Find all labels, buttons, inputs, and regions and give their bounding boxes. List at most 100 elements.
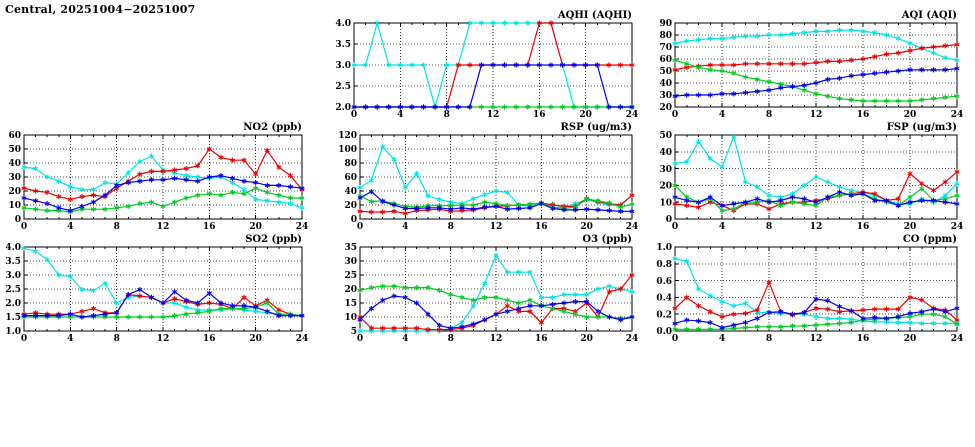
x-tick-label: 0 [357,222,363,232]
chart-panel-rsp: RSP (ug/m3) 0 20 40 60 80 100 120 0 4 8 12 16 20 24 [330,122,640,234]
x-tick-label: 0 [672,222,678,232]
x-tick-label: 24 [626,110,639,120]
y-tick-label: 3.0 [335,61,351,71]
y-tick-label: 20 [659,103,672,113]
x-tick-label: 4 [402,334,408,344]
y-tick-label: 1.0 [5,327,21,337]
y-tick-label: 60 [8,131,21,141]
chart-title-o3: O3 (ppb) [582,234,632,245]
x-tick-label: 24 [951,110,964,120]
x-tick-label: 20 [580,334,593,344]
y-tick-label: 1.5 [5,313,21,323]
x-tick-label: 20 [580,222,593,232]
y-tick-label: 70 [659,43,672,53]
series-blue [357,189,635,214]
x-tick-label: 20 [249,334,262,344]
x-tick-label: 20 [904,110,917,120]
y-tick-label: 4.0 [5,243,21,253]
x-tick-label: 16 [857,110,870,120]
x-tick-label: 16 [203,334,216,344]
y-tick-label: 0.8 [656,260,672,270]
series-cyan [672,27,960,63]
x-tick-label: 0 [357,334,363,344]
series-blue [672,66,960,99]
y-tick-label: 80 [659,31,672,41]
y-tick-label: 40 [659,79,672,89]
y-tick-label: 0.2 [656,310,672,320]
x-tick-label: 16 [533,110,546,120]
x-tick-label: 12 [157,222,170,232]
x-tick-label: 24 [951,222,964,232]
y-tick-label: 3.0 [5,271,21,281]
x-tick-label: 4 [67,334,73,344]
chart-title-no2: NO2 (ppb) [243,122,302,133]
y-tick-label: 10 [659,198,672,208]
x-tick-label: 4 [402,222,408,232]
x-tick-label: 12 [490,334,503,344]
x-tick-label: 0 [21,222,27,232]
series-blue [672,296,960,331]
x-tick-label: 4 [719,222,725,232]
y-tick-label: 90 [659,19,672,29]
chart-panel-o3: O3 (ppb) 5 10 15 20 25 30 35 0 4 8 12 16 20 24 [330,234,640,346]
series-red [357,272,635,333]
chart-title-fsp: FSP (ug/m3) [886,122,957,133]
x-tick-label: 8 [766,334,772,344]
y-tick-label: 30 [659,91,672,101]
x-tick-label: 12 [490,222,503,232]
y-tick-label: 100 [338,145,357,155]
y-tick-label: 10 [344,313,357,323]
chart-svg-so2: 1.0 1.5 2.0 2.5 3.0 3.5 4.0 0 4 8 12 16 20 24 [5,243,309,344]
chart-svg-aqhi: 2.0 2.5 3.0 3.5 4.0 0 4 8 12 16 20 24 [335,19,639,120]
chart-title-aqhi: AQHI (AQHI) [557,10,632,21]
x-tick-label: 4 [67,222,73,232]
y-tick-label: 50 [659,131,672,141]
y-tick-label: 3.5 [5,257,21,267]
chart-svg-fsp: 0 10 20 30 40 50 0 4 8 12 16 20 24 [659,131,964,232]
x-tick-label: 24 [296,334,309,344]
y-tick-label: 120 [338,131,357,141]
x-tick-label: 24 [951,334,964,344]
x-tick-label: 24 [626,222,639,232]
y-tick-label: 3.5 [335,40,351,50]
chart-svg-aqi: 20 30 40 50 60 70 80 90 0 4 8 12 16 20 24 [659,19,964,120]
x-tick-label: 12 [157,334,170,344]
x-tick-label: 20 [579,110,592,120]
chart-title-aqi: AQI (AQI) [901,10,957,21]
x-tick-label: 12 [810,110,823,120]
x-tick-label: 24 [626,334,639,344]
y-tick-label: 2.5 [5,285,21,295]
y-tick-label: 20 [344,285,357,295]
y-tick-label: 0 [666,215,672,225]
page-title: Central, 20251004−20251007 [5,3,196,16]
x-tick-label: 16 [535,334,548,344]
y-tick-label: 30 [344,257,357,267]
y-tick-label: 50 [8,145,21,155]
y-tick-label: 30 [659,165,672,175]
y-tick-label: 20 [344,201,357,211]
series-blue [357,293,635,331]
series-red [21,146,305,202]
x-tick-label: 16 [857,334,870,344]
y-tick-label: 80 [344,159,357,169]
y-tick-label: 4.0 [335,19,351,29]
x-tick-label: 4 [397,110,403,120]
chart-panel-aqhi: AQHI (AQHI) 2.0 2.5 3.0 3.5 4.0 0 4 8 12 16 20 24 [330,10,640,122]
chart-title-co: CO (ppm) [902,234,957,245]
series-blue [21,286,305,320]
x-tick-label: 0 [672,110,678,120]
x-tick-label: 16 [857,222,870,232]
x-tick-label: 12 [810,334,823,344]
y-tick-label: 35 [344,243,357,253]
x-tick-label: 20 [904,222,917,232]
y-tick-label: 0.4 [656,294,672,304]
x-tick-label: 4 [719,110,725,120]
y-tick-label: 25 [344,271,357,281]
series-green [672,57,960,104]
chart-panel-so2: SO2 (ppb) 1.0 1.5 2.0 2.5 3.0 3.5 4.0 0 4 8 12 16 20 2… [0,234,310,346]
y-tick-label: 60 [344,173,357,183]
x-tick-label: 8 [766,110,772,120]
chart-panel-fsp: FSP (ug/m3) 0 10 20 30 40 50 0 4 8 12 16 20 24 [645,122,965,234]
y-tick-label: 1.0 [656,243,672,253]
y-tick-label: 0 [351,215,357,225]
